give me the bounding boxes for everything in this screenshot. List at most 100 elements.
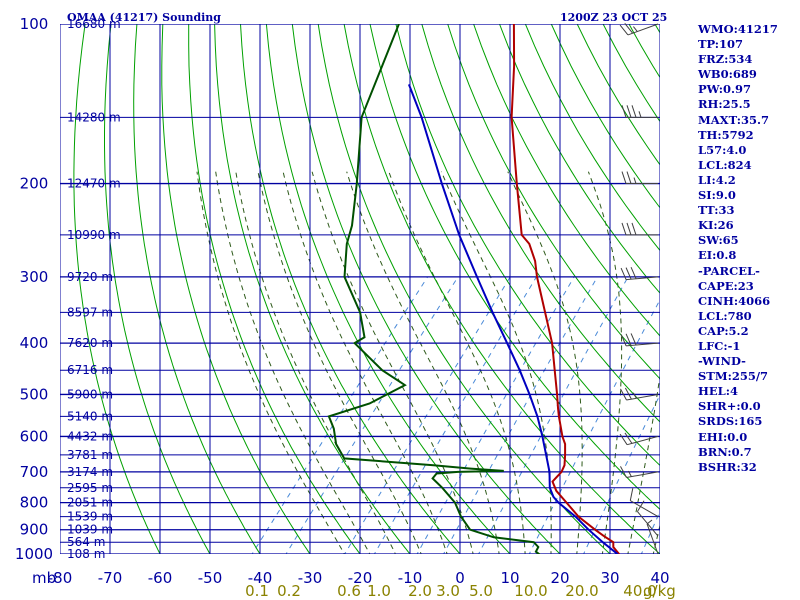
temperature-label: -40 [248, 569, 273, 587]
index-entry: RH:25.5 [698, 97, 751, 112]
pressure-label: 900 [20, 521, 49, 539]
mixing-ratio-line [528, 298, 660, 554]
index-entry: SHR+:0.0 [698, 399, 761, 414]
index-entry: KI:26 [698, 218, 734, 233]
height-label: 2595 m [67, 481, 113, 495]
index-entry: TT:33 [698, 203, 735, 218]
height-label: 10990 m [67, 228, 121, 242]
index-entry: TH:5792 [698, 127, 754, 142]
height-label: 5900 m [67, 387, 113, 401]
dry-adiabat [188, 24, 361, 554]
height-label: 4432 m [67, 429, 113, 443]
dry-adiabat [784, 24, 800, 565]
temperature-trace [510, 24, 621, 554]
traces [327, 24, 621, 554]
moist-adiabat [627, 372, 660, 554]
dry-adiabat [447, 24, 660, 380]
dewpoint-trace [327, 24, 541, 554]
index-entry: -PARCEL- [698, 263, 760, 278]
pressure-label: 400 [20, 334, 49, 352]
index-entry: CINH:4066 [698, 293, 771, 308]
index-entry: L57:4.0 [698, 142, 747, 157]
temperature-label: 40 [650, 569, 669, 587]
mixing-ratio-line [640, 510, 660, 554]
wind-barb [629, 488, 659, 518]
pressure-label: 100 [20, 15, 49, 33]
index-entry: LFC:-1 [698, 338, 741, 353]
wind-barbs [619, 23, 659, 555]
index-entry: STM:255/7 [698, 369, 769, 384]
height-label: 12470 m [67, 177, 121, 191]
pressure-label: 300 [20, 268, 49, 286]
index-entry: PW:0.97 [698, 82, 752, 97]
index-entry: EHI:0.0 [698, 429, 748, 444]
mixing-ratio-label: 40.0 [623, 582, 656, 600]
dry-adiabat [369, 24, 660, 511]
index-entry: CAP:5.2 [698, 323, 749, 338]
moist-adiabat [440, 171, 552, 554]
height-label: 14280 m [67, 110, 121, 124]
pressure-label: 700 [20, 463, 49, 481]
index-entry: LCL:780 [698, 308, 752, 323]
wind-barb [619, 432, 659, 446]
temperature-label: -50 [198, 569, 223, 587]
wind-barb [619, 23, 659, 36]
dry-adiabat [214, 24, 411, 554]
grid [60, 24, 800, 565]
mixing-ratio-line [443, 276, 598, 554]
height-label: 5140 m [67, 409, 113, 423]
temperature-label: 30 [600, 569, 619, 587]
temperature-label: -80 [48, 569, 73, 587]
mixing-ratio-label: 0.6 [337, 582, 361, 600]
pressure-unit-label: mb [32, 569, 56, 587]
moist-adiabat [235, 171, 396, 554]
mixing-ratio-label: 20.0 [565, 582, 598, 600]
mixing-ratio-label: 2.0 [408, 582, 432, 600]
index-entry: WB0:689 [698, 67, 757, 82]
wind-barb [620, 333, 659, 347]
moist-adiabat [282, 171, 448, 554]
temperature-label: -60 [148, 569, 173, 587]
index-entry: MAXT:35.7 [698, 112, 769, 127]
mixing-ratio-label: 5.0 [469, 582, 493, 600]
mixing-ratio-line [285, 276, 459, 554]
mixing-ratio-line [251, 276, 429, 554]
index-entry: -WIND- [698, 354, 746, 369]
moist-adiabat [587, 171, 623, 554]
mixing-ratio-label: 0.2 [277, 582, 301, 600]
index-entry: SI:9.0 [698, 188, 736, 203]
wind-barb [621, 171, 658, 185]
height-label: 3781 m [67, 448, 113, 462]
height-label: 16680 m [67, 17, 121, 31]
height-label: 564 m [67, 535, 105, 549]
mixing-ratio-line [344, 276, 511, 554]
height-label: 108 m [67, 547, 105, 561]
mixing-ratio-label: 1.0 [367, 582, 391, 600]
index-entry: SW:65 [698, 233, 739, 248]
index-entry: HEL:4 [698, 384, 738, 399]
parcel-trace [407, 84, 619, 554]
dry-adiabat [473, 24, 660, 337]
mixing-ratio-unit: g/kg [643, 582, 676, 600]
pressure-label: 1000 [15, 545, 53, 563]
mixing-ratio-label: 3.0 [436, 582, 460, 600]
height-label: 9720 m [67, 270, 113, 284]
temperature-label: -30 [298, 569, 323, 587]
height-label: 1539 m [67, 510, 113, 524]
dry-adiabat [421, 24, 660, 423]
temperature-label: 20 [550, 569, 569, 587]
date-title: 1200Z 23 OCT 25 [560, 11, 667, 24]
index-entry: LI:4.2 [698, 172, 736, 187]
temperature-label: -20 [348, 569, 373, 587]
pressure-label: 800 [20, 494, 49, 512]
mixing-ratio-label: 0.1 [245, 582, 269, 600]
index-entry: CAPE:23 [698, 278, 754, 293]
height-label: 1039 m [67, 523, 113, 537]
dry-adiabat [317, 24, 611, 554]
dry-adiabat [395, 24, 660, 467]
wind-barb [620, 387, 659, 401]
pressure-label: 200 [20, 175, 49, 193]
moist-adiabat [311, 171, 474, 554]
mixing-ratio-line [416, 276, 575, 554]
